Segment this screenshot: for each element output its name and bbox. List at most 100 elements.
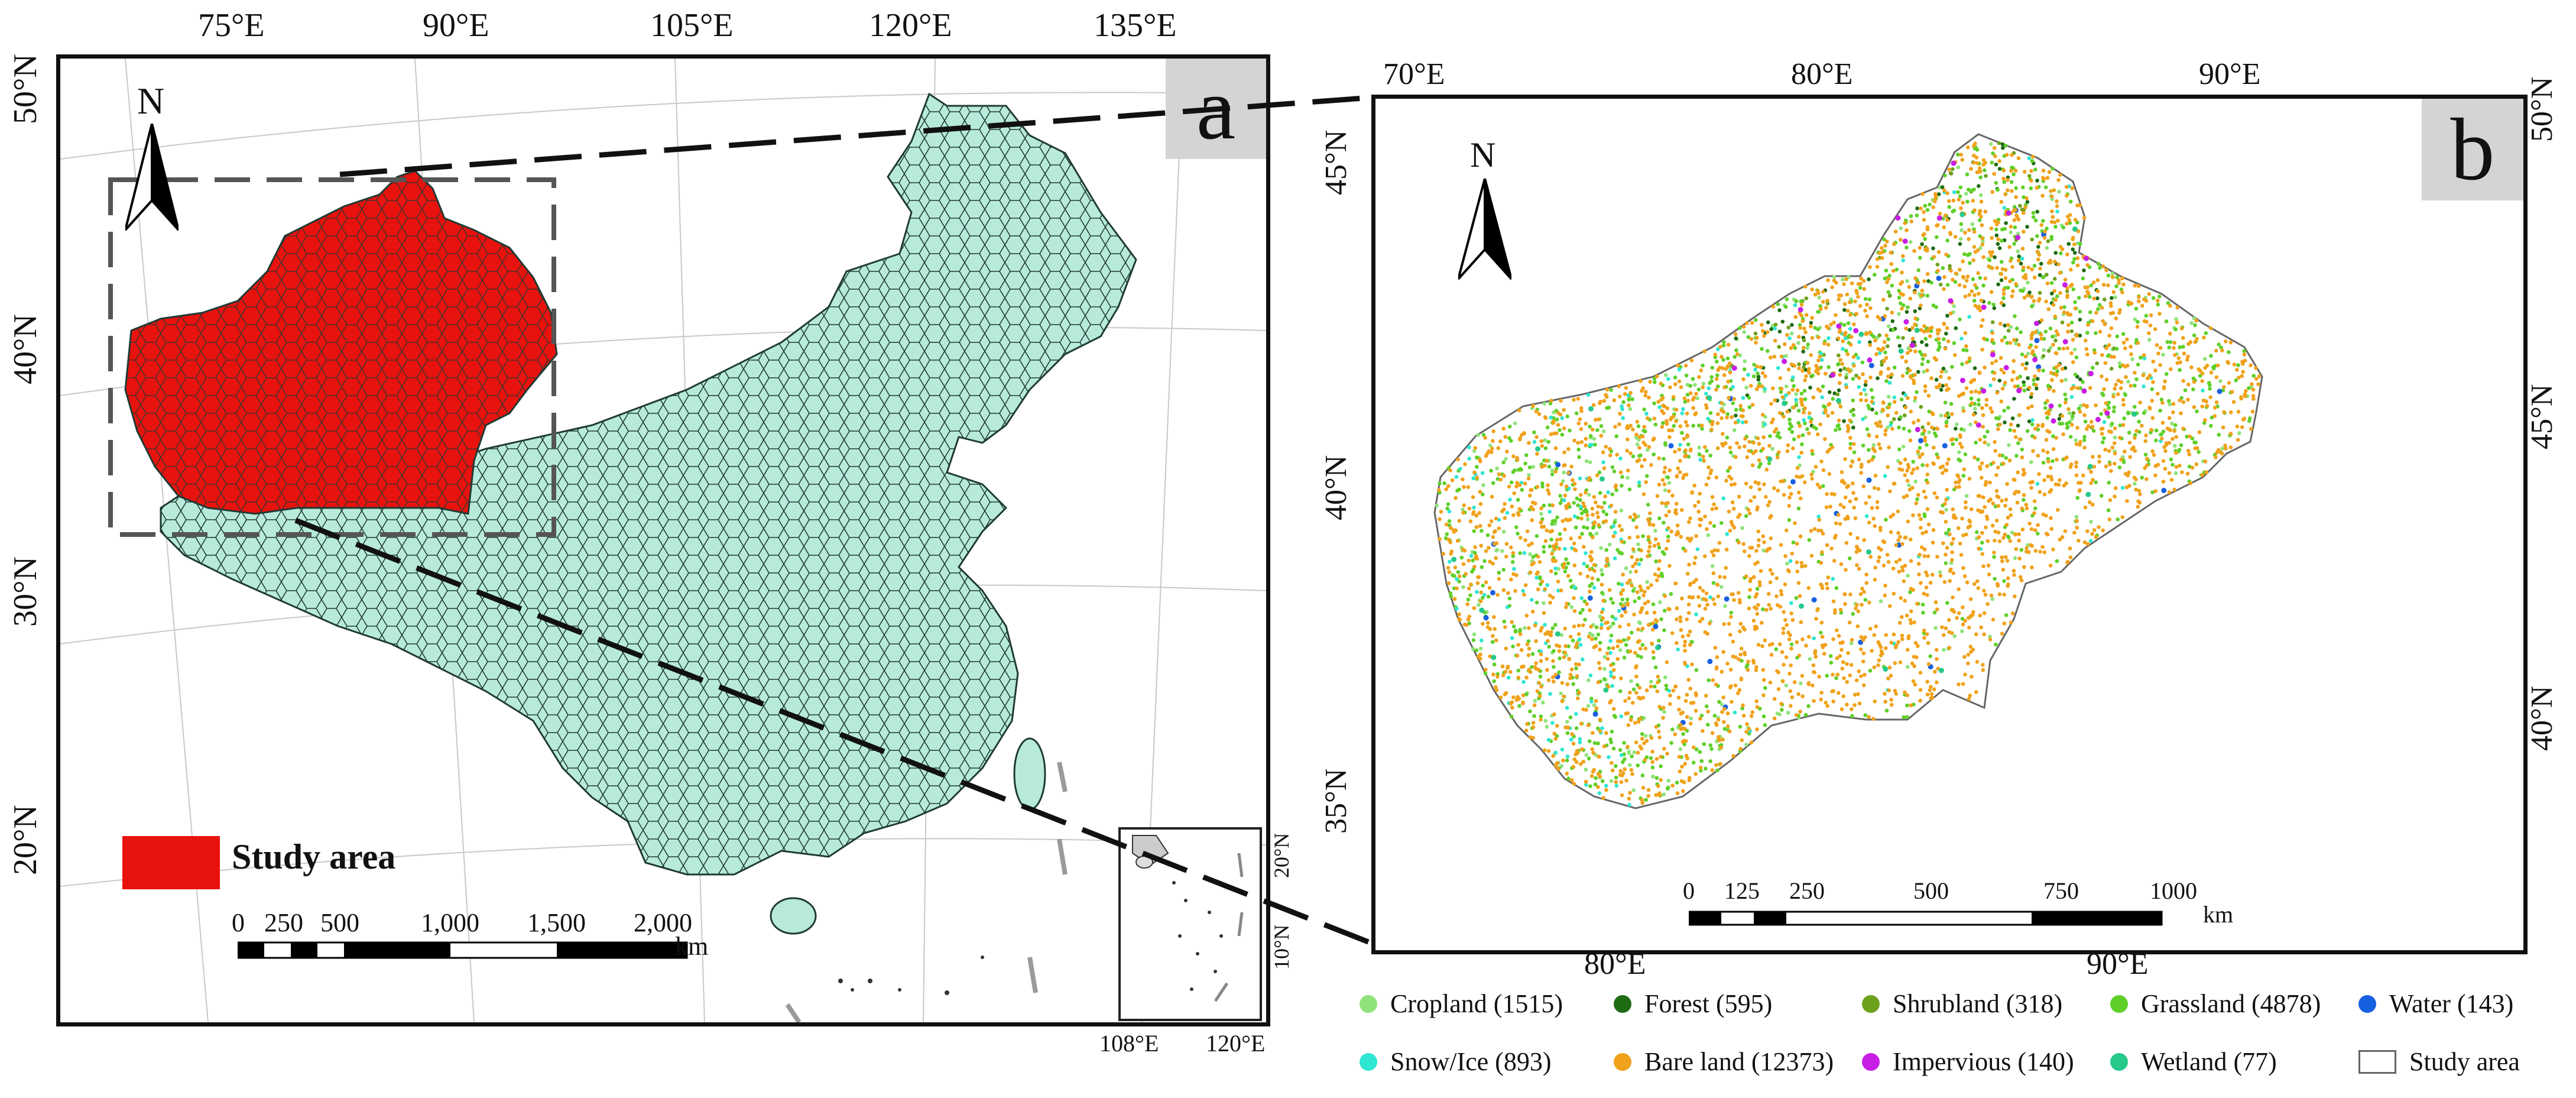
sample-point <box>1994 162 1998 167</box>
sample-point <box>2174 465 2179 469</box>
sample-point <box>1576 516 1580 520</box>
sample-point <box>1491 429 1495 433</box>
sample-point <box>1845 352 1850 357</box>
sample-point <box>1675 501 1679 506</box>
sample-point <box>1995 390 1999 395</box>
sample-point <box>1983 505 1987 509</box>
sample-point <box>1630 754 1634 759</box>
sample-point <box>2075 263 2080 268</box>
sample-point <box>1683 420 1688 424</box>
sample-point <box>2046 349 2051 353</box>
sample-point <box>1944 552 1948 557</box>
sample-point <box>1674 419 1678 423</box>
sample-point <box>2204 331 2208 335</box>
sample-point <box>2038 549 2042 554</box>
sample-point <box>2010 265 2014 269</box>
sample-point <box>2046 459 2051 464</box>
sample-point <box>1861 651 1866 656</box>
sample-point <box>1825 704 1829 708</box>
sample-point <box>1908 240 1913 244</box>
sample-point <box>1941 541 1945 546</box>
sample-point <box>1579 504 1584 509</box>
sample-point <box>1947 205 1951 209</box>
sample-point <box>1997 539 2002 543</box>
sample-point <box>1918 552 1922 557</box>
sample-point <box>1756 374 1761 379</box>
sample-point <box>1811 597 1817 603</box>
sample-point <box>1598 640 1602 645</box>
sample-point <box>1935 607 1939 612</box>
sample-point <box>1704 704 1709 708</box>
sample-point <box>1945 218 1949 222</box>
sample-point <box>2011 289 2015 293</box>
sample-point <box>1631 518 1636 522</box>
sample-point <box>1980 461 1984 465</box>
sample-point <box>1683 400 1688 404</box>
sample-point <box>1528 709 1532 714</box>
sample-point <box>2158 363 2162 367</box>
sample-point <box>1779 479 1783 484</box>
sample-point <box>1504 542 1509 546</box>
sample-point <box>1649 583 1653 587</box>
sample-point <box>2048 326 2053 331</box>
sample-point <box>1915 390 1919 394</box>
sample-point <box>1802 418 1806 422</box>
sample-point <box>1805 346 1809 350</box>
sample-point <box>1805 361 1810 365</box>
sample-point <box>1558 656 1562 660</box>
sample-point <box>1705 603 1709 607</box>
sample-point <box>1647 396 1651 400</box>
sample-point <box>1849 409 1853 413</box>
sample-point <box>1799 561 1804 565</box>
sample-point <box>2100 374 2104 378</box>
sample-point <box>2068 465 2073 469</box>
sample-point <box>1656 542 1660 546</box>
sample-point <box>1734 332 1738 336</box>
sample-point <box>1887 604 1892 608</box>
sample-point <box>1958 194 1962 199</box>
sample-point <box>1521 589 1525 593</box>
sample-point <box>1688 516 1692 520</box>
sample-point <box>1644 390 1648 394</box>
sample-point <box>2041 169 2046 173</box>
sample-point <box>1916 370 1920 374</box>
sample-point <box>1597 754 1601 759</box>
sample-point <box>1646 549 1651 553</box>
sample-point <box>1653 572 1657 576</box>
sample-point <box>1539 659 1543 663</box>
sample-point <box>1609 779 1614 783</box>
sample-point <box>1830 410 1835 415</box>
sample-point <box>1553 672 1558 677</box>
sample-point <box>1838 368 1842 373</box>
sample-point <box>1528 552 1532 556</box>
sample-point <box>1936 250 1941 254</box>
sample-point <box>2174 435 2179 439</box>
sample-point <box>1839 611 1843 615</box>
sample-point <box>1811 663 1816 668</box>
sample-point <box>1783 554 1787 558</box>
sample-point <box>1770 572 1774 576</box>
sample-point <box>1602 677 1607 681</box>
sample-point <box>2081 380 2085 384</box>
sample-point <box>2045 273 2049 277</box>
sample-point <box>1582 504 1587 508</box>
sample-point <box>1977 305 1981 309</box>
sample-point <box>1679 385 1683 390</box>
sample-point <box>1903 413 1907 417</box>
sample-point <box>2025 225 2029 229</box>
sample-point <box>1659 764 1663 769</box>
sample-point <box>1935 495 1939 500</box>
sample-point <box>2091 478 2095 482</box>
sample-point <box>2161 488 2167 493</box>
sample-point <box>1780 395 1785 399</box>
sample-point <box>1979 299 1984 303</box>
sample-point <box>2143 466 2147 470</box>
sample-point <box>1926 641 1931 645</box>
sample-point <box>1966 661 1970 666</box>
sample-point <box>1627 623 1631 627</box>
sample-point <box>1985 539 1990 543</box>
sample-point <box>1892 400 1897 404</box>
sample-point <box>1547 632 1551 636</box>
sample-point <box>2114 284 2118 289</box>
sample-point <box>2040 193 2045 198</box>
